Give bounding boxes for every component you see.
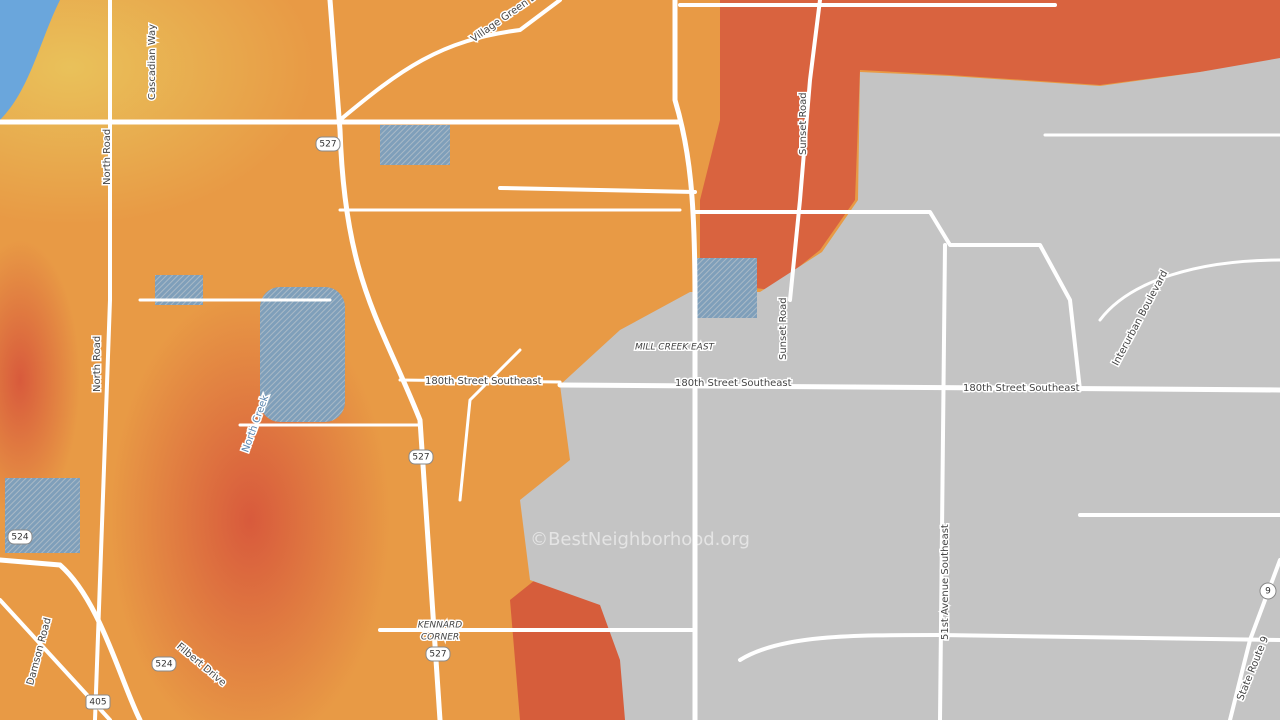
road-label: Cascadian Way bbox=[147, 24, 158, 100]
place-label: CORNER bbox=[421, 633, 459, 643]
red-zone bbox=[0, 240, 80, 520]
shield: 524 bbox=[151, 656, 177, 672]
road-label: 180th Street Southeast bbox=[963, 383, 1080, 394]
place-label: KENNARD bbox=[418, 621, 462, 631]
park bbox=[697, 258, 757, 318]
shield: 527 bbox=[315, 136, 341, 152]
park bbox=[260, 287, 345, 422]
shield: 527 bbox=[425, 646, 451, 662]
road-label: 180th Street Southeast bbox=[425, 376, 542, 387]
watermark: ©BestNeighborhood.org bbox=[530, 529, 750, 550]
shield: 405 bbox=[85, 694, 111, 710]
place-label: MILL CREEK EAST bbox=[635, 343, 716, 353]
lake bbox=[0, 0, 60, 120]
shield-label: 9 bbox=[1265, 587, 1271, 597]
road-label: 180th Street Southeast bbox=[675, 378, 792, 389]
shield: 527 bbox=[408, 449, 434, 465]
road-label: 51st Avenue Southeast bbox=[940, 524, 951, 640]
shields: 527 527 527 524 524 405 9 bbox=[7, 136, 1277, 710]
shield-label: 527 bbox=[319, 140, 336, 150]
shield-label: 405 bbox=[89, 698, 106, 708]
shield-label: 524 bbox=[11, 533, 28, 543]
shield: 524 bbox=[7, 529, 33, 545]
road-label: Sunset Road bbox=[778, 297, 789, 360]
road-label: Sunset Road bbox=[798, 92, 809, 155]
park bbox=[380, 125, 450, 165]
red-zone bbox=[700, 0, 1280, 290]
shield-label: 524 bbox=[155, 660, 172, 670]
shield: 9 bbox=[1259, 582, 1277, 600]
shield-label: 527 bbox=[429, 650, 446, 660]
road-label: North Road bbox=[92, 336, 103, 392]
shield-label: 527 bbox=[412, 453, 429, 463]
road-label: North Road bbox=[102, 129, 113, 185]
